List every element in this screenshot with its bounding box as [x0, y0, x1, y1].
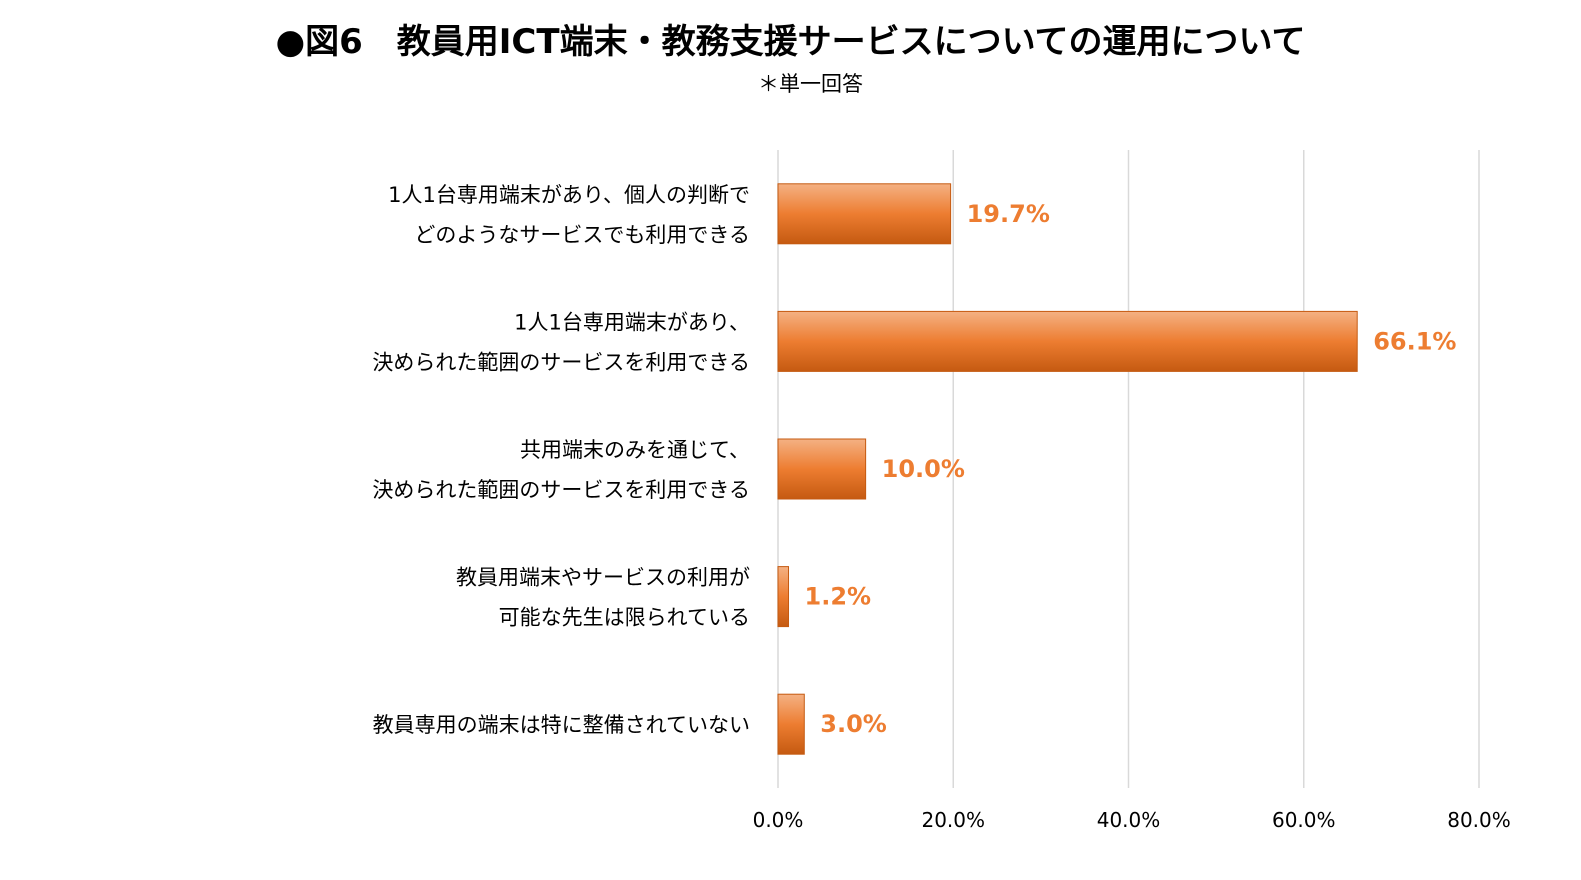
- data-label: 1.2%: [805, 583, 872, 611]
- tick-labels: 0.0% 20.0% 40.0% 60.0% 80.0%: [753, 808, 1511, 832]
- data-label: 66.1%: [1373, 327, 1456, 355]
- chart-subtitle: ＊単一回答: [758, 72, 863, 96]
- bar: [777, 310, 1358, 372]
- chart-title: ●図6 教員用ICT端末・教務支援サービスについての運用について: [275, 22, 1306, 62]
- value-labels: 19.7% 66.1% 10.0% 1.2% 3.0%: [805, 200, 1457, 738]
- category-label: 教員専用の端末は特に整備されていない: [373, 713, 750, 737]
- x-tick-label: 0.0%: [753, 808, 804, 832]
- bars: [777, 183, 1358, 755]
- x-tick-label: 40.0%: [1097, 808, 1161, 832]
- x-tick-label: 60.0%: [1272, 808, 1336, 832]
- category-label: 決められた範囲のサービスを利用できる: [372, 350, 750, 374]
- x-tick-label: 80.0%: [1447, 808, 1511, 832]
- category-label: 可能な先生は限られている: [499, 606, 750, 630]
- bar: [777, 566, 790, 628]
- data-label: 3.0%: [820, 710, 887, 738]
- category-label: 1人1台専用端末があり、: [514, 310, 750, 334]
- category-label: どのようなサービスでも利用できる: [414, 223, 750, 247]
- data-label: 10.0%: [882, 455, 965, 483]
- bar: [777, 693, 805, 755]
- data-label: 19.7%: [967, 200, 1050, 228]
- x-tick-label: 20.0%: [921, 808, 985, 832]
- category-label: 教員用端末やサービスの利用が: [456, 566, 750, 590]
- bar: [777, 438, 867, 500]
- category-label: 1人1台専用端末があり、個人の判断で: [388, 183, 750, 207]
- bar: [777, 183, 952, 245]
- category-label: 共用端末のみを通じて、: [520, 438, 750, 462]
- category-label: 決められた範囲のサービスを利用できる: [372, 478, 750, 502]
